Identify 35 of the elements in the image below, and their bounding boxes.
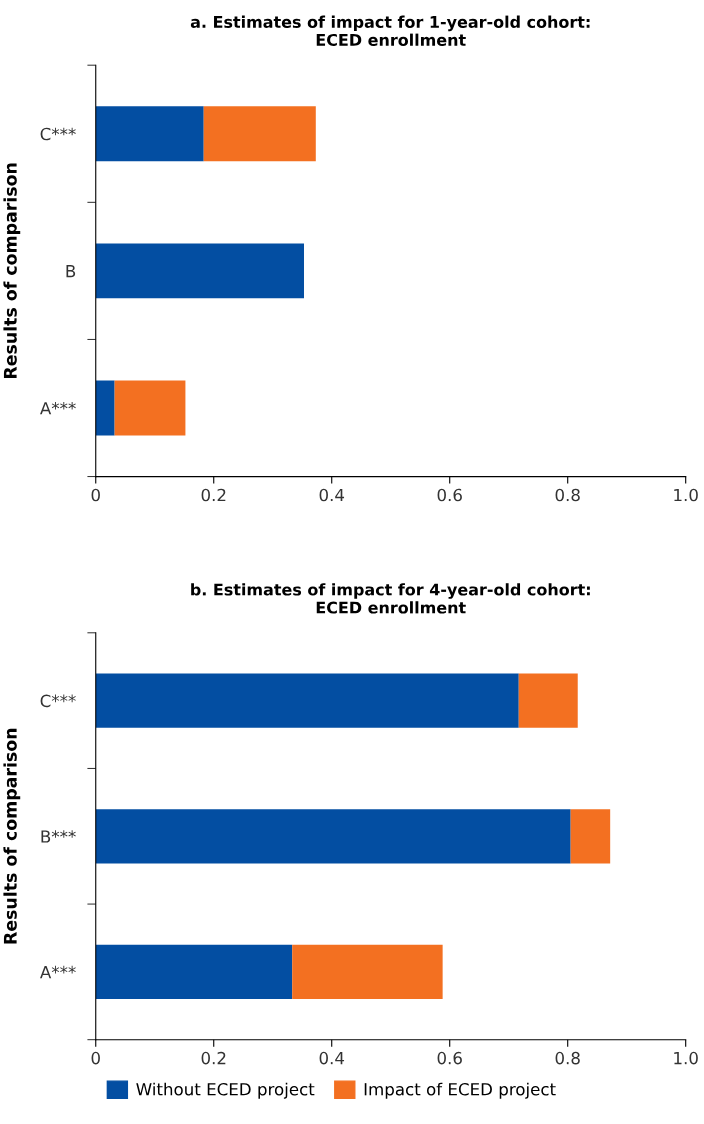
x-tick-label: 0	[91, 1051, 100, 1065]
bar	[95, 944, 293, 1000]
x-tick-label: 0.8	[555, 1051, 580, 1065]
bar	[570, 809, 611, 864]
x-tick-label: 0	[91, 488, 100, 502]
chart-title: a. Estimates of impact for 1-year-old cohort: ECED enrollment	[190, 15, 590, 46]
x-tick-label: 0.6	[437, 1051, 462, 1065]
bar	[114, 380, 186, 436]
y-axis-title: Results of comparison	[3, 728, 21, 944]
bar	[95, 243, 304, 299]
bar	[95, 809, 571, 864]
y-tick-label: B***	[41, 830, 76, 843]
x-tick-label: 0.4	[319, 1051, 345, 1065]
y-tick-label: A***	[40, 401, 76, 415]
y-tick-label: C***	[40, 127, 76, 141]
bar	[292, 944, 443, 1000]
x-tick-label: 0.4	[319, 488, 345, 502]
bar	[203, 106, 316, 162]
x-tick-label: 1.0	[674, 488, 698, 502]
bar	[95, 106, 204, 162]
legend-label: Without ECED project	[136, 1082, 315, 1099]
x-tick-label: 0.8	[555, 488, 580, 502]
y-tick-label: C***	[40, 694, 76, 708]
x-tick-label: 0.2	[201, 1051, 226, 1065]
chart-title: b. Estimates of impact for 4-year-old cohort: ECED enrollment	[191, 583, 590, 614]
legend-label: Impact of ECED project	[364, 1082, 556, 1099]
x-tick-label: 1.0	[674, 1051, 698, 1065]
bar	[518, 673, 578, 728]
y-tick-label: A***	[40, 965, 76, 979]
x-tick-label: 0.6	[437, 488, 462, 502]
x-tick-label: 0.2	[201, 488, 226, 502]
y-tick-label: B	[66, 265, 76, 278]
bar	[95, 673, 519, 728]
bar	[95, 380, 115, 436]
y-axis-title: Results of comparison	[3, 163, 21, 379]
